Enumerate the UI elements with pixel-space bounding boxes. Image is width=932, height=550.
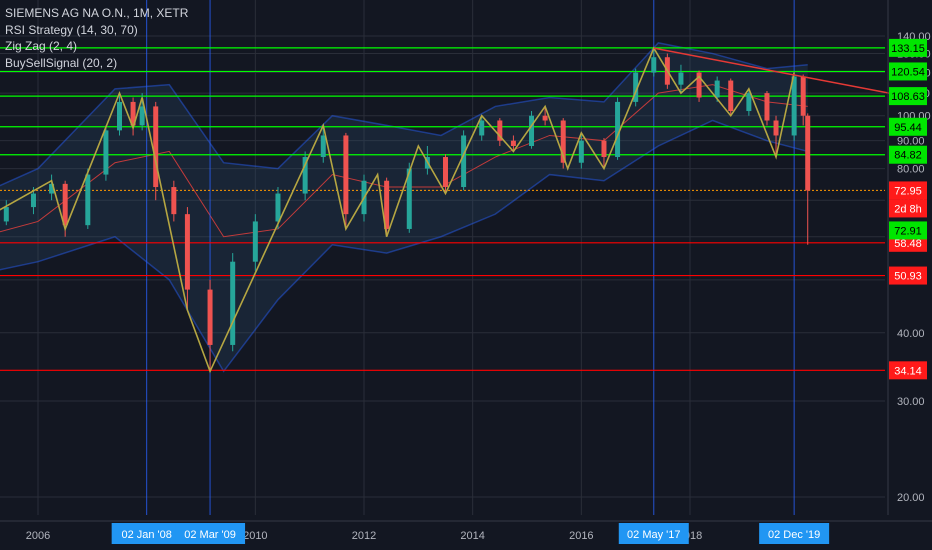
x-tick-label: 2006 — [26, 530, 50, 542]
candle-body — [791, 76, 797, 136]
candle-body — [578, 140, 584, 163]
countdown-badge — [889, 199, 927, 218]
study-buysellsignal[interactable]: BuySellSignal (20, 2) — [5, 55, 118, 70]
candle-body — [103, 130, 109, 175]
candle-body — [651, 57, 657, 73]
candle-body — [3, 207, 9, 222]
candle-body — [497, 120, 503, 141]
study-zigzag[interactable]: Zig Zag (2, 4) — [5, 39, 78, 53]
candle-body — [633, 72, 639, 102]
y-tick-label: 30.00 — [897, 396, 925, 408]
date-marker-badge — [111, 523, 182, 544]
candle-body — [49, 183, 55, 194]
candle-body — [529, 115, 535, 146]
level-badge — [889, 38, 927, 57]
level-badge — [889, 62, 927, 81]
candle-body — [542, 115, 548, 121]
candle-body — [171, 187, 177, 215]
level-badge — [889, 87, 927, 106]
candle-body — [139, 106, 145, 126]
y-tick-label: 20.00 — [897, 492, 925, 504]
trendline — [653, 47, 890, 94]
level-label: 95.44 — [894, 122, 922, 134]
study-rsi-strategy[interactable]: RSI Strategy (14, 30, 70) — [5, 22, 138, 37]
candle-body — [62, 183, 68, 226]
candle-body — [714, 80, 720, 98]
candle-body — [153, 106, 159, 188]
level-label: 108.63 — [891, 91, 925, 103]
level-label: 120.54 — [891, 66, 925, 78]
price-axis[interactable]: 140.00130.00120.00110.00100.0090.0080.00… — [887, 0, 931, 515]
candle-body — [184, 214, 190, 290]
level-label: 58.48 — [894, 238, 922, 250]
candle-body — [510, 140, 516, 146]
x-tick-label: 2012 — [352, 530, 376, 542]
level-label: 133.15 — [891, 43, 925, 55]
candle-body — [728, 80, 734, 112]
candle-body — [207, 289, 213, 345]
level-label: 84.82 — [894, 150, 922, 162]
candle-body — [560, 120, 566, 163]
zigzag-line — [0, 46, 795, 374]
y-tick-label: 90.00 — [897, 136, 925, 148]
candle-body — [479, 120, 485, 136]
candle-body — [764, 93, 770, 121]
candle-body — [275, 193, 281, 222]
candle-body — [406, 168, 412, 229]
candle-body — [443, 157, 448, 188]
y-tick-label: 40.00 — [897, 328, 925, 340]
current-price-label: 72.95 — [894, 185, 922, 197]
candle-body — [746, 93, 752, 112]
current-price-badge — [889, 181, 927, 200]
candle-body — [461, 135, 467, 188]
x-tick-label: 2014 — [460, 530, 484, 542]
level-label: 34.14 — [894, 365, 922, 377]
extra-price-label: 72.91 — [894, 225, 922, 237]
date-marker-label: 02 Jan '08 — [121, 529, 171, 541]
candle-body — [678, 72, 684, 85]
candle-body — [130, 101, 136, 126]
band-fill — [0, 42, 808, 372]
candle-body — [805, 115, 811, 191]
date-marker-label: 02 Dec '19 — [768, 529, 820, 541]
zigzag — [0, 46, 795, 374]
level-badge — [889, 266, 927, 285]
candle-body — [30, 193, 36, 208]
date-marker-label: 02 May '17 — [627, 529, 680, 541]
x-tick-label: 2016 — [569, 530, 593, 542]
candle-body — [252, 221, 258, 262]
candle-body — [117, 101, 122, 131]
candle-body — [384, 180, 390, 229]
date-marker-badge — [618, 523, 689, 544]
chart-legend: SIEMENS AG NA O.N., 1M, XETR RSI Strateg… — [5, 5, 188, 71]
resistance-trendline[interactable] — [653, 47, 890, 94]
date-marker-label: 02 Mar '09 — [184, 529, 236, 541]
candle-body — [343, 135, 349, 215]
candle-body — [302, 157, 308, 194]
lower-band-line — [0, 119, 808, 373]
level-badge — [889, 361, 927, 380]
horizontal-levels — [0, 47, 885, 371]
date-marker-badge — [759, 523, 830, 544]
candle-body — [615, 101, 621, 158]
candle-body — [85, 174, 91, 226]
date-marker-badge — [175, 523, 246, 544]
candle-body — [601, 140, 607, 158]
level-badge — [889, 145, 927, 164]
level-label: 50.93 — [894, 271, 922, 283]
candle-body — [773, 120, 779, 136]
candle-body — [696, 72, 702, 98]
level-badge — [889, 117, 927, 136]
countdown-label: 2d 8h — [894, 203, 922, 215]
candle-body — [230, 261, 236, 345]
candle-body — [800, 76, 806, 116]
extra-price-badge — [889, 221, 927, 240]
vertical-markers — [146, 0, 795, 515]
symbol-title[interactable]: SIEMENS AG NA O.N., 1M, XETR — [5, 6, 189, 20]
x-tick-label: 2010 — [243, 530, 267, 542]
y-tick-label: 80.00 — [897, 164, 925, 176]
candle-body — [320, 135, 326, 158]
